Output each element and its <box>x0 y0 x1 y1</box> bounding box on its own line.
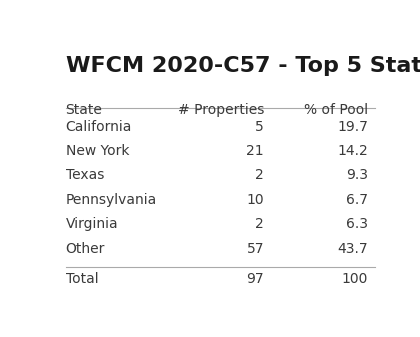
Text: 6.7: 6.7 <box>346 193 368 207</box>
Text: % of Pool: % of Pool <box>304 103 368 117</box>
Text: 43.7: 43.7 <box>338 242 368 255</box>
Text: 2: 2 <box>255 168 264 182</box>
Text: 97: 97 <box>247 272 264 286</box>
Text: 100: 100 <box>342 272 368 286</box>
Text: 5: 5 <box>255 120 264 133</box>
Text: WFCM 2020-C57 - Top 5 States: WFCM 2020-C57 - Top 5 States <box>66 56 420 76</box>
Text: # Properties: # Properties <box>178 103 264 117</box>
Text: 19.7: 19.7 <box>337 120 368 133</box>
Text: Pennsylvania: Pennsylvania <box>66 193 157 207</box>
Text: 6.3: 6.3 <box>346 217 368 231</box>
Text: New York: New York <box>66 144 129 158</box>
Text: California: California <box>66 120 132 133</box>
Text: 21: 21 <box>247 144 264 158</box>
Text: 57: 57 <box>247 242 264 255</box>
Text: Texas: Texas <box>66 168 104 182</box>
Text: Virginia: Virginia <box>66 217 118 231</box>
Text: 10: 10 <box>247 193 264 207</box>
Text: 2: 2 <box>255 217 264 231</box>
Text: State: State <box>66 103 102 117</box>
Text: Other: Other <box>66 242 105 255</box>
Text: 14.2: 14.2 <box>338 144 368 158</box>
Text: 9.3: 9.3 <box>346 168 368 182</box>
Text: Total: Total <box>66 272 98 286</box>
